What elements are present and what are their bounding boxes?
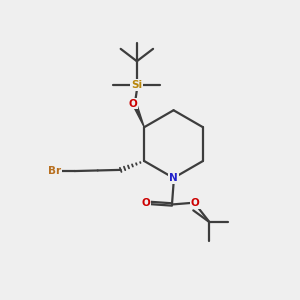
Text: O: O [191, 198, 200, 208]
Polygon shape [134, 105, 144, 127]
Text: O: O [141, 198, 150, 208]
Text: Si: Si [131, 80, 142, 90]
Text: N: N [169, 173, 178, 183]
Text: Br: Br [48, 166, 61, 176]
Text: O: O [128, 99, 137, 109]
